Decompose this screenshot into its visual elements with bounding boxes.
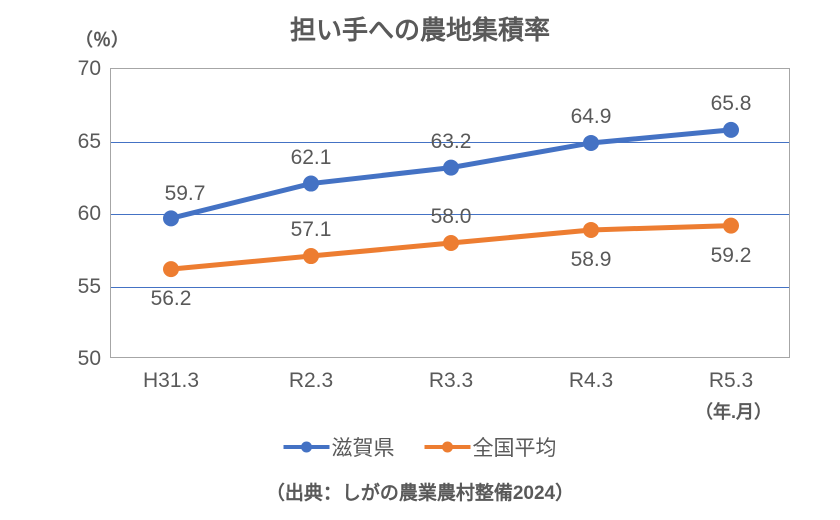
y-tick-label: 65 [78,130,101,154]
data-label: 59.7 [165,182,206,206]
gridline [111,287,789,288]
legend-item: 全国平均 [425,432,557,462]
y-tick-label: 70 [78,57,101,81]
data-marker [723,218,739,234]
data-label: 57.1 [291,218,332,242]
data-marker [303,176,319,192]
data-marker [163,261,179,277]
x-tick-label: R2.3 [289,369,333,393]
data-marker [583,222,599,238]
data-marker [583,135,599,151]
data-marker [443,160,459,176]
data-label: 63.2 [431,130,472,154]
legend: 滋賀県 全国平均 [284,432,557,462]
y-tick-label: 50 [78,347,101,371]
source-citation: （出典：しがの農業農村整備2024） [266,478,574,505]
x-axis-unit: （年.月） [695,398,772,424]
data-marker [723,122,739,138]
chart-container: 担い手への農地集積率 （％） 50 55 60 65 70 H31.3 R2.3 R3.3 R4… [0,0,840,520]
legend-swatch [284,440,330,454]
legend-item: 滋賀県 [284,432,395,462]
data-marker [163,210,179,226]
data-marker [443,235,459,251]
legend-label: 全国平均 [473,432,557,462]
data-marker [303,248,319,264]
chart-title: 担い手への農地集積率 [290,10,550,47]
data-label: 56.2 [151,287,192,311]
legend-swatch [425,440,471,454]
y-axis-unit: （％） [75,26,129,52]
data-label: 59.2 [711,244,752,268]
legend-label: 滋賀県 [332,432,395,462]
data-label: 58.0 [431,205,472,229]
plot-area: 5055606570H31.3R2.3R3.3R4.3R5.359.762.16… [110,68,790,358]
data-label: 65.8 [711,92,752,116]
x-tick-label: R4.3 [569,369,613,393]
y-tick-label: 60 [78,202,101,226]
x-tick-label: R5.3 [709,369,753,393]
data-label: 64.9 [571,105,612,129]
y-tick-label: 55 [78,275,101,299]
data-label: 58.9 [571,248,612,272]
x-tick-label: H31.3 [143,369,199,393]
data-label: 62.1 [291,146,332,170]
x-tick-label: R3.3 [429,369,473,393]
